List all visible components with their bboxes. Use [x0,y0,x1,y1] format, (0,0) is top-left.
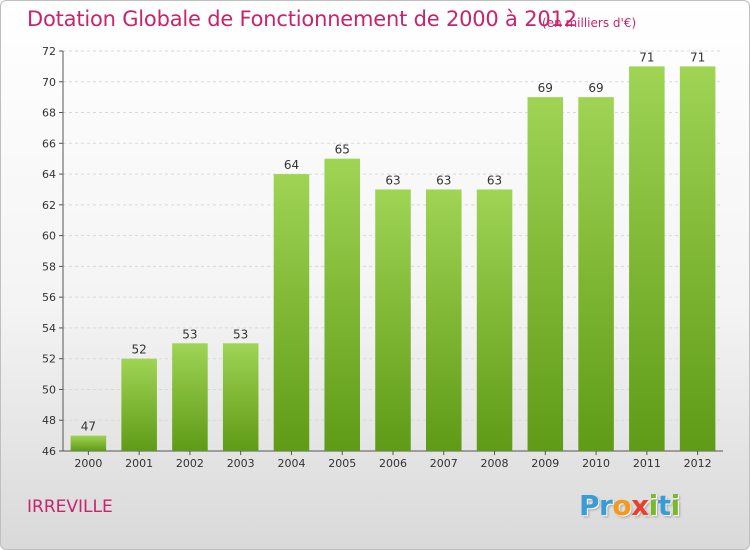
y-tick-label: 52 [42,353,56,366]
x-tick-label: 2007 [430,457,458,470]
axes: 46 48 50 52 54 56 58 60 62 64 66 68 70 72 2000 2001 2002… [42,45,723,470]
data-labels: 47 52 53 53 64 65 63 63 63 69 69 71 71 [81,50,706,433]
bar [70,435,107,451]
y-tick-label: 46 [42,445,56,458]
x-tick-label: 2010 [582,457,610,470]
logo-letter: x [631,489,649,522]
data-label: 53 [233,327,248,341]
bar [527,97,564,452]
x-tick-label: 2011 [633,457,661,470]
y-tick-label: 48 [42,414,56,427]
x-tick-label: 2002 [176,457,204,470]
y-tick-label: 50 [42,383,56,396]
bar [222,343,259,451]
logo-letter: o [612,489,632,522]
commune-name: IRREVILLE [27,497,113,517]
data-label: 69 [538,81,553,95]
data-label: 65 [335,143,350,157]
bars [70,66,716,452]
data-label: 63 [385,173,400,187]
bar [578,97,614,452]
proxiti-logo: Proxiti [579,489,680,522]
logo-letter: t [657,489,671,522]
y-tick-label: 68 [42,107,56,120]
bar [629,66,665,451]
data-label: 69 [588,81,603,95]
y-tick-label: 60 [42,230,56,243]
data-label: 53 [182,327,197,341]
y-tick-label: 66 [42,137,56,150]
bar [273,174,310,452]
chart-unit: (en milliers d'€) [542,16,637,30]
bar [172,343,208,451]
bar [679,66,716,451]
y-tick-label: 56 [42,291,56,304]
data-label: 47 [81,420,96,434]
data-label: 64 [284,158,299,172]
logo-letter: i [670,489,681,522]
data-label: 71 [690,50,705,64]
y-tick-label: 64 [42,168,56,181]
bar [375,189,411,451]
bar [476,189,513,451]
logo-letter: P [579,489,600,522]
x-tick-label: 2004 [277,457,305,470]
x-tick-label: 2012 [684,457,712,470]
logo-letter: r [599,489,613,522]
data-label: 63 [436,173,451,187]
x-tick-label: 2005 [328,457,356,470]
bar [426,189,462,451]
logo-letter: i [648,489,659,522]
x-tick-label: 2008 [481,457,509,470]
bar [121,358,157,451]
y-tick-label: 54 [42,322,56,335]
y-tick-label: 58 [42,260,56,273]
x-tick-label: 2006 [379,457,407,470]
data-label: 71 [639,50,654,64]
bar [324,158,360,451]
x-tick-label: 2001 [125,457,153,470]
y-tick-label: 72 [42,45,56,58]
y-tick-label: 70 [42,76,56,89]
x-tick-label: 2000 [74,457,102,470]
x-tick-label: 2009 [531,457,559,470]
data-label: 52 [132,343,147,357]
chart-title: Dotation Globale de Fonctionnement de 20… [27,7,577,31]
x-tick-label: 2003 [227,457,255,470]
data-label: 63 [487,173,502,187]
y-tick-label: 62 [42,199,56,212]
bar-chart: 46 48 50 52 54 56 58 60 62 64 66 68 70 72 2000 2001 2002… [42,45,723,470]
